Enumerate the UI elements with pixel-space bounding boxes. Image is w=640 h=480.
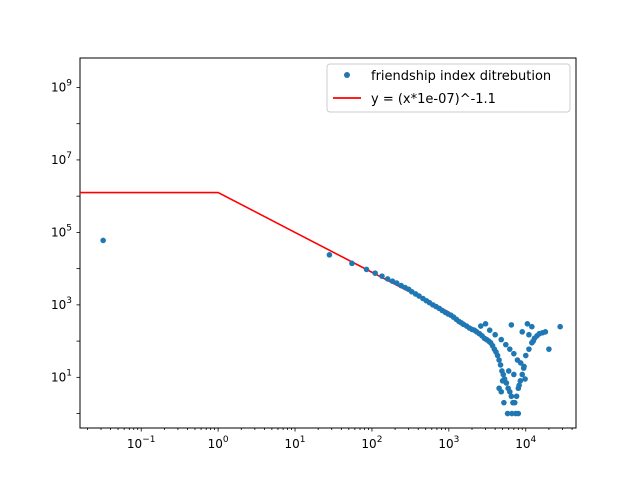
legend-box: [326, 63, 571, 113]
x-tick-label: 101: [285, 435, 306, 451]
scatter-point: [505, 368, 512, 374]
scatter-point: [496, 357, 502, 363]
scatter-point: [393, 280, 400, 286]
y-tick-label: 107: [51, 151, 72, 167]
scatter-point: [519, 329, 526, 335]
scatter-layer: [100, 237, 563, 417]
plot-area: [79, 57, 577, 429]
y-tick-label: 101: [51, 368, 72, 384]
scatter-point: [511, 399, 518, 406]
scatter-point: [546, 346, 552, 352]
legend-scatter-label: friendship index ditrebution: [371, 69, 551, 84]
scatter-point: [502, 341, 509, 348]
scatter-point: [519, 371, 526, 378]
x-tick-label: 10−1: [127, 435, 156, 451]
scatter-point: [100, 237, 106, 244]
scatter-point: [506, 388, 513, 395]
x-tick-label: 104: [515, 435, 536, 451]
scatter-point: [496, 385, 502, 392]
x-tick-label: 102: [361, 435, 382, 451]
legend-line-label: y = (x*1e-07)^-1.1: [371, 92, 496, 107]
scatter-point: [498, 336, 505, 343]
x-tick-label: 103: [438, 435, 459, 451]
scatter-point: [482, 321, 489, 327]
scatter-point: [526, 346, 532, 352]
scatter-point: [530, 338, 537, 344]
scatter-point: [501, 399, 507, 406]
scatter-point: [526, 331, 532, 338]
scatter-point: [508, 322, 515, 328]
scatter-point: [363, 266, 370, 273]
scatter-point: [524, 321, 531, 327]
scatter-point: [515, 410, 522, 417]
scatter-point: [542, 329, 549, 335]
scatter-point: [517, 360, 524, 366]
scatter-point: [494, 352, 501, 359]
axes-frame: [79, 57, 577, 429]
legend: friendship index ditrebution y = (x*1e-0…: [326, 63, 571, 113]
y-axis: 101 103 105 107 109: [51, 78, 80, 414]
scatter-point: [506, 346, 513, 352]
scatter-point: [520, 365, 527, 371]
scatter-point: [522, 376, 528, 382]
y-tick-label: 103: [51, 296, 72, 312]
y-tick-label: 109: [51, 78, 72, 94]
scatter-point: [504, 410, 511, 417]
scatter-point: [511, 350, 517, 357]
scatter-point: [492, 331, 498, 338]
scatter-point: [349, 260, 355, 267]
scatter-point: [497, 362, 504, 368]
scatter-point: [326, 252, 333, 258]
scatter-point: [486, 327, 493, 334]
scatter-point: [379, 273, 385, 279]
scatter-point: [384, 276, 391, 282]
scatter-point: [513, 393, 520, 400]
x-tick-label: 100: [208, 435, 229, 451]
scatter-point: [511, 371, 517, 378]
scatter-point: [508, 393, 515, 400]
legend-scatter-marker: [344, 72, 350, 78]
scatter-point: [522, 352, 529, 359]
scatter-point: [529, 323, 535, 330]
scatter-point: [477, 323, 484, 329]
scatter-point: [389, 278, 396, 285]
scatter-point: [500, 371, 507, 378]
scatter-point: [372, 270, 378, 276]
scatter-point: [557, 323, 563, 330]
x-axis: 10−1 100 101 102 103 104: [87, 428, 573, 451]
scatter-point: [499, 378, 506, 384]
scatter-point: [517, 378, 524, 384]
y-tick-label: 105: [51, 223, 72, 239]
scatter-point: [516, 382, 522, 389]
